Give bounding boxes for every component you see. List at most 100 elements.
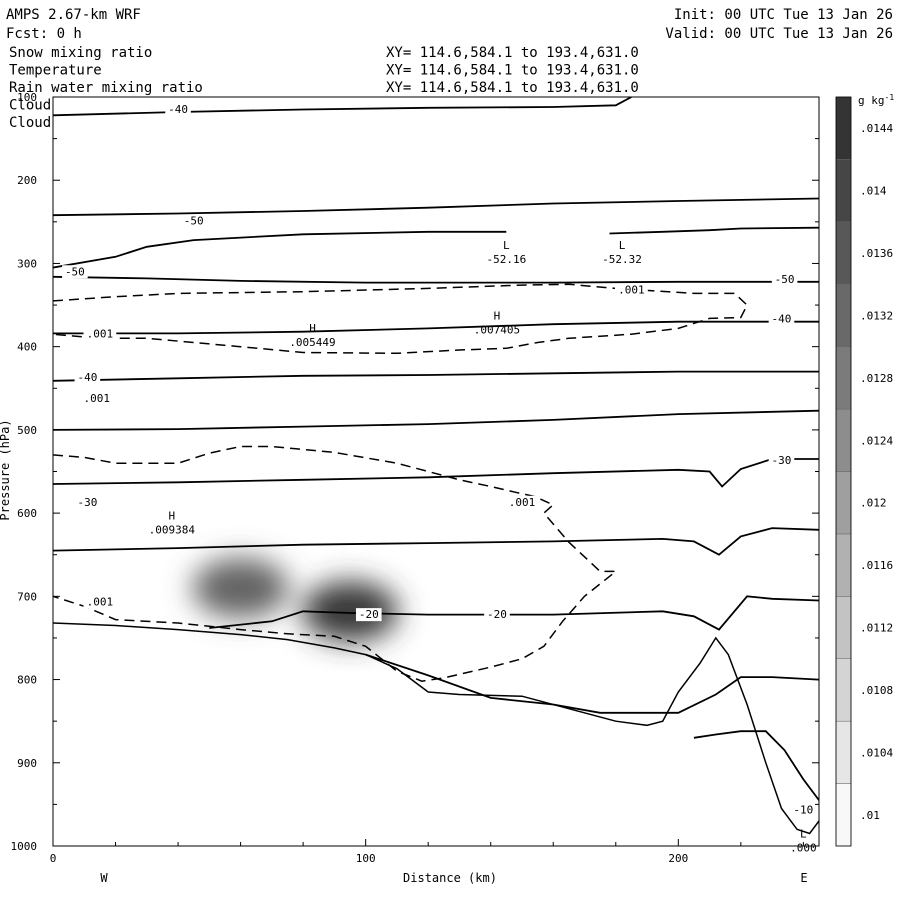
isotherm-line (53, 275, 819, 284)
label-mask (180, 214, 207, 228)
colorbar-swatch (835, 471, 852, 535)
isotherm-line (53, 409, 819, 431)
isotherm-label: -50 (184, 214, 204, 227)
label-mask (768, 312, 795, 326)
extremum-value: -52.16 (486, 253, 526, 266)
axes: 100 200 300 400 500 600 700 800 900 1000 0 100 200 (11, 91, 819, 865)
label-mask (74, 495, 101, 509)
plot-area (53, 97, 819, 846)
label-mask (615, 283, 648, 297)
extremum-value: -52.32 (602, 253, 642, 266)
isotherm-line (365, 653, 819, 714)
colorbar: .01 .0104 .0108 .0112 .0116 .012 .0124 .0128 .01… (835, 96, 893, 847)
valid-time: Valid: 00 UTC Tue 13 Jan 26 (665, 26, 893, 42)
y-tick-label: 200 (17, 174, 37, 187)
contour-label: .001 (87, 596, 114, 609)
colorbar-swatch (835, 783, 852, 847)
colorbar-swatch (835, 408, 852, 472)
colorbar-label: .014 (860, 185, 887, 198)
colorbar-label: .0124 (860, 434, 893, 447)
y-tick-label: 500 (17, 424, 37, 437)
init-time: Init: 00 UTC Tue 13 Jan 26 (674, 7, 893, 23)
colorbar-swatch (835, 159, 852, 223)
colorbar-label: .01 (860, 809, 880, 822)
label-mask (771, 272, 798, 286)
y-tick-label: 400 (17, 341, 37, 354)
colorbar-swatch (835, 658, 852, 722)
colorbar-label: .0136 (860, 247, 893, 260)
contour-label: -20 (487, 608, 507, 621)
colorbar-swatch (835, 720, 852, 784)
west-label: W (100, 871, 108, 885)
isotherm-line (209, 595, 819, 631)
isotherm-label: -40 (77, 371, 97, 384)
label-mask (83, 595, 117, 609)
colorbar-label: .0132 (860, 309, 893, 322)
label-mask (505, 495, 539, 509)
isotherm-line (693, 730, 819, 801)
snow-maximum (302, 581, 399, 642)
colorbar-swatch (835, 96, 852, 160)
colorbar-unit: g kg-1 (858, 93, 894, 107)
label-mask (790, 803, 817, 817)
ice-contour-label: .001 (618, 284, 645, 297)
field-range: XY= 114.6,584.1 to 193.4,631.0 (386, 80, 639, 96)
forecast-hour: Fcst: 0 h (6, 26, 82, 42)
ice-contour (53, 445, 618, 682)
colorbar-swatch (835, 284, 852, 347)
extremum-letter: L (800, 827, 807, 840)
label-mask (74, 370, 101, 384)
y-axis-label: Pressure (hPa) (0, 419, 12, 520)
isotherm-line (53, 527, 819, 556)
snow-shading (192, 558, 399, 642)
field-range: XY= 114.6,584.1 to 193.4,631.0 (386, 45, 639, 61)
contour-layer (53, 97, 819, 835)
colorbar-label: .012 (860, 497, 887, 510)
colorbar-label: .0144 (860, 122, 893, 135)
isotherm-line (609, 226, 819, 235)
colorbar-swatch (835, 533, 852, 597)
east-label: E (800, 871, 807, 885)
extremum-letter: H (168, 509, 175, 522)
colorbar-label: .0128 (860, 372, 893, 385)
snow-maximum (192, 558, 289, 619)
field-name: Snow mixing ratio (9, 45, 152, 61)
isotherm-line (53, 320, 819, 335)
y-tick-label: 800 (17, 674, 37, 687)
contour-label: .001 (87, 328, 114, 341)
label-mask (484, 608, 510, 622)
label-mask (62, 265, 88, 279)
contour-label: -50 (775, 273, 795, 286)
extremum-value: .009384 (149, 523, 196, 536)
extremum-letter: L (619, 239, 626, 252)
terrain-line (53, 622, 819, 835)
x-tick-label: 0 (50, 852, 57, 865)
extremum-letter: H (309, 322, 316, 335)
y-tick-label: 300 (17, 257, 37, 270)
extremum-letter: L (503, 239, 510, 252)
contour-label: -40 (772, 313, 792, 326)
label-mask (355, 608, 382, 622)
contour-labels: -40 -50 -50 -40 -30 -20 -10 .001 .001 .001 .001 .00… (62, 102, 817, 854)
y-tick-label: 600 (17, 507, 37, 520)
colorbar-swatch (835, 221, 852, 285)
y-tick-label: 100 (17, 91, 37, 104)
label-mask (80, 391, 114, 405)
extremum-value: .000 (790, 841, 817, 854)
snow-blobs (192, 558, 399, 642)
isotherm-label: -20 (359, 608, 379, 621)
isotherm-label: -50 (65, 265, 85, 278)
isotherm-line (53, 197, 819, 217)
isotherm-label: -40 (168, 103, 188, 116)
contour-label: -30 (772, 454, 792, 467)
y-tick-label: 900 (17, 757, 37, 770)
contour-label: .001 (509, 496, 536, 509)
label-mask (83, 327, 117, 341)
x-tick-label: 200 (668, 852, 688, 865)
x-tick-label: 100 (356, 852, 376, 865)
extremum-value: .005449 (289, 336, 335, 349)
extremum-value: .007405 (474, 324, 520, 337)
extremum-letter: H (494, 310, 501, 323)
isotherm-line (53, 370, 819, 382)
